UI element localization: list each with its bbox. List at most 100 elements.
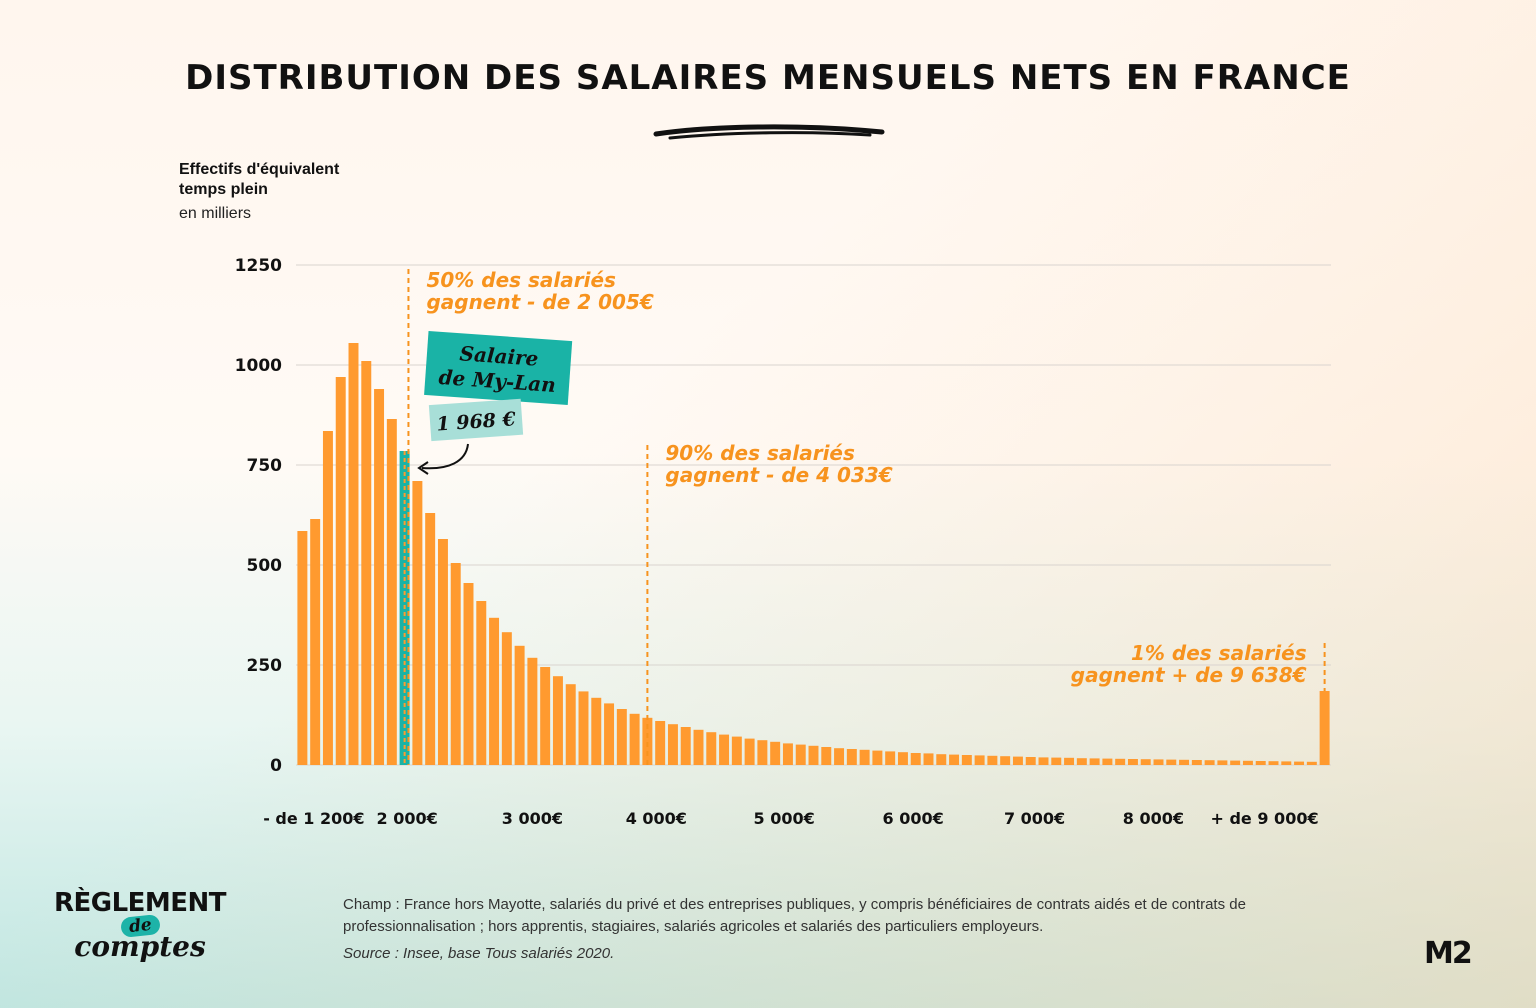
bar <box>565 684 576 765</box>
y-tick-label: 0 <box>270 756 282 776</box>
bar <box>591 697 602 765</box>
bar <box>961 755 972 765</box>
bar <box>719 734 730 765</box>
bar <box>885 751 896 765</box>
bar <box>1153 759 1164 765</box>
bar <box>1191 760 1202 765</box>
bar <box>425 513 436 765</box>
bar <box>1012 756 1023 765</box>
x-tick-label: 2 000€ <box>377 809 438 828</box>
bar <box>744 738 755 765</box>
x-tick-label: 8 000€ <box>1123 809 1184 828</box>
bar <box>655 721 666 765</box>
bar <box>923 753 934 765</box>
bar <box>361 361 372 765</box>
annotation-line1: 1% des salariés <box>1131 641 1307 665</box>
salary-callout-value: 1 968 € <box>428 398 524 442</box>
x-tick-label: 7 000€ <box>1004 809 1065 828</box>
bar <box>936 754 947 765</box>
bar <box>795 744 806 765</box>
bar <box>1281 761 1292 765</box>
bar <box>604 703 615 765</box>
callout-arrow-head <box>417 461 429 475</box>
y-tick-label: 1000 <box>235 356 282 376</box>
bar <box>463 583 474 765</box>
bar <box>910 753 921 765</box>
bar <box>1242 760 1253 765</box>
bar <box>680 727 691 765</box>
bar <box>1294 761 1305 765</box>
bar <box>987 755 998 765</box>
bar <box>297 531 308 765</box>
bar <box>859 749 870 765</box>
x-tick-label: + de 9 000€ <box>1211 809 1319 828</box>
bar <box>706 732 717 765</box>
bar <box>974 755 985 765</box>
bar <box>1179 759 1190 765</box>
bar <box>1230 760 1241 765</box>
bar <box>770 741 781 765</box>
bar <box>476 601 487 765</box>
callout-label-line1: Salaire <box>459 341 539 370</box>
bar <box>1255 761 1266 765</box>
bar <box>1217 760 1228 765</box>
salary-histogram: 0 250 500 750 1000 1250 - de 1 200€ 2 000€ 3 00… <box>235 256 1331 828</box>
y-tick-label: 750 <box>247 456 283 476</box>
bar <box>540 667 551 765</box>
x-tick-label: 4 000€ <box>626 809 687 828</box>
bar <box>1102 758 1113 765</box>
annotation-line2: gagnent - de 2 005€ <box>426 290 653 314</box>
bar <box>1319 691 1330 765</box>
bar <box>1089 758 1100 765</box>
annotation-line2: gagnent - de 4 033€ <box>665 463 892 487</box>
x-tick-label: - de 1 200€ <box>263 809 364 828</box>
bar <box>872 750 883 765</box>
bar <box>1038 757 1049 765</box>
bar <box>642 717 653 765</box>
bar <box>450 563 461 765</box>
bar <box>846 749 857 765</box>
bar <box>1140 759 1151 765</box>
bar <box>782 743 793 765</box>
y-axis-unit: en milliers <box>179 205 252 222</box>
annotation-line1: 90% des salariés <box>665 441 855 465</box>
y-tick-label: 250 <box>247 656 283 676</box>
bar <box>386 419 397 765</box>
annotation-line2: gagnent + de 9 638€ <box>1071 663 1307 687</box>
y-tick-label: 500 <box>247 556 283 576</box>
bar <box>1000 756 1011 765</box>
y-tick-label: 1250 <box>235 256 282 276</box>
bar <box>412 481 423 765</box>
bar <box>808 745 819 765</box>
bar <box>501 632 512 765</box>
bar <box>437 539 448 765</box>
bar <box>1025 757 1036 765</box>
bar <box>348 343 359 765</box>
bar <box>629 713 640 765</box>
chart-title: DISTRIBUTION DES SALAIRES MENSUELS NETS … <box>185 58 1351 98</box>
bar <box>693 729 704 765</box>
bar <box>1127 759 1138 765</box>
bar <box>374 389 385 765</box>
callout-arrow <box>421 443 469 470</box>
bar <box>897 752 908 765</box>
bar <box>1166 759 1177 765</box>
x-tick-label: 3 000€ <box>502 809 563 828</box>
bar <box>1204 760 1215 765</box>
bar <box>821 747 832 765</box>
bar <box>949 754 960 765</box>
bar <box>1115 758 1126 765</box>
bar <box>667 724 678 765</box>
bar <box>335 377 346 765</box>
bar <box>489 617 500 765</box>
bar <box>552 676 563 765</box>
field-note: Champ : France hors Mayotte, salariés du… <box>343 896 1246 935</box>
bar <box>834 748 845 765</box>
bar <box>757 740 768 765</box>
bar <box>1064 757 1075 765</box>
title-brush-stroke <box>653 124 885 140</box>
bar <box>1051 757 1062 765</box>
bar <box>310 519 321 765</box>
bar <box>527 657 538 765</box>
